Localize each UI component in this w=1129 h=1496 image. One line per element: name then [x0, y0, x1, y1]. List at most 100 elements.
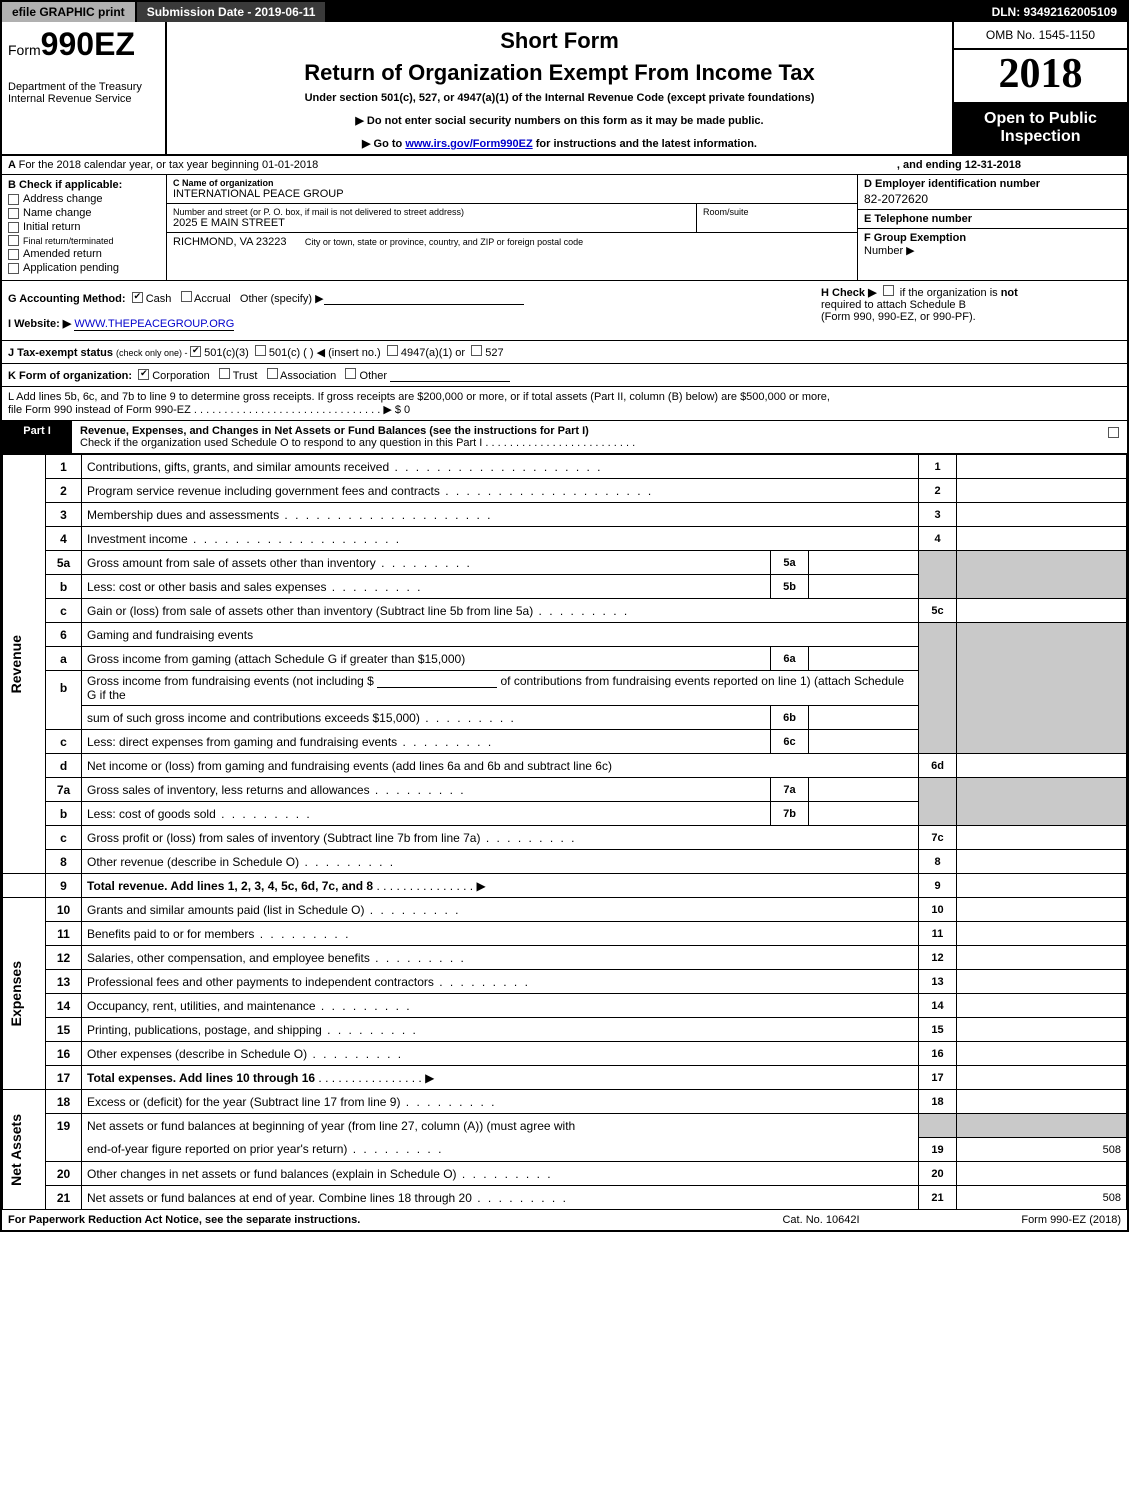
- C-name-box: C Name of organization INTERNATIONAL PEA…: [167, 175, 857, 204]
- J-o3: 4947(a)(1) or: [401, 347, 465, 359]
- l18-rn: 18: [919, 1090, 957, 1114]
- form-number: Form990EZ: [8, 26, 159, 63]
- l6b-mn: 6b: [771, 706, 809, 730]
- l11-rv[interactable]: [957, 922, 1127, 946]
- l1-rv[interactable]: [957, 455, 1127, 479]
- submission-date: Submission Date - 2019-06-11: [137, 2, 328, 22]
- l10-rv[interactable]: [957, 898, 1127, 922]
- J-o2: 501(c) ( ) ◀ (insert no.): [269, 347, 381, 359]
- l5c-rv[interactable]: [957, 599, 1127, 623]
- l1-rn: 1: [919, 455, 957, 479]
- check-initial-return[interactable]: [8, 222, 19, 233]
- omb-number: OMB No. 1545-1150: [954, 22, 1127, 50]
- C-city-value: RICHMOND, VA 23223: [173, 236, 287, 248]
- line-13: 13 Professional fees and other payments …: [3, 970, 1127, 994]
- check-amended-return[interactable]: [8, 249, 19, 260]
- l15-rv[interactable]: [957, 1018, 1127, 1042]
- l6b-amount-line[interactable]: [377, 676, 497, 688]
- l5a-mv[interactable]: [809, 551, 919, 575]
- check-other-org[interactable]: [345, 368, 356, 379]
- check-application-pending[interactable]: [8, 263, 19, 274]
- J-label: J Tax-exempt status: [8, 347, 113, 359]
- check-accrual[interactable]: [181, 291, 192, 302]
- l7b-mv[interactable]: [809, 802, 919, 826]
- part1-tag: Part I: [2, 421, 72, 453]
- line-3: 3 Membership dues and assessments 3: [3, 503, 1127, 527]
- l8-rn: 8: [919, 850, 957, 874]
- check-corp[interactable]: [138, 369, 149, 380]
- l12-rn: 12: [919, 946, 957, 970]
- K-o3: Association: [280, 370, 336, 382]
- check-final-return[interactable]: [8, 235, 19, 246]
- l7a-mn: 7a: [771, 778, 809, 802]
- l8-num: 8: [46, 850, 82, 874]
- l21-rv[interactable]: 508: [957, 1186, 1127, 1210]
- l18-rv[interactable]: [957, 1090, 1127, 1114]
- l13-rv[interactable]: [957, 970, 1127, 994]
- D-value: 82-2072620: [864, 192, 1121, 206]
- l13-num: 13: [46, 970, 82, 994]
- l17-rv[interactable]: [957, 1066, 1127, 1090]
- l9-rv[interactable]: [957, 874, 1127, 898]
- l5ab-rn-shade: [919, 551, 957, 599]
- l4-num: 4: [46, 527, 82, 551]
- l19b-num: [46, 1138, 82, 1162]
- G-other-line[interactable]: [324, 293, 524, 305]
- no-ssn-note: ▶ Do not enter social security numbers o…: [175, 114, 944, 127]
- l14-rv[interactable]: [957, 994, 1127, 1018]
- line-5a: 5a Gross amount from sale of assets othe…: [3, 551, 1127, 575]
- l3-rv[interactable]: [957, 503, 1127, 527]
- l14-desc: Occupancy, rent, utilities, and maintena…: [82, 994, 919, 1018]
- l11-num: 11: [46, 922, 82, 946]
- goto-suffix: for instructions and the latest informat…: [533, 138, 757, 150]
- I-website-link[interactable]: WWW.THEPEACEGROUP.ORG: [74, 318, 234, 331]
- page-footer: For Paperwork Reduction Act Notice, see …: [2, 1210, 1127, 1230]
- l6b-d1: Gross income from fundraising events (no…: [87, 674, 377, 688]
- l5b-mv[interactable]: [809, 575, 919, 599]
- l8-rv[interactable]: [957, 850, 1127, 874]
- part1-checkbox-cell: [1099, 421, 1127, 453]
- K-other-line[interactable]: [390, 370, 510, 382]
- l7a-mv[interactable]: [809, 778, 919, 802]
- l20-rv[interactable]: [957, 1162, 1127, 1186]
- under-section: Under section 501(c), 527, or 4947(a)(1)…: [175, 92, 944, 104]
- check-address-change[interactable]: [8, 194, 19, 205]
- check-H[interactable]: [883, 285, 894, 296]
- check-cash[interactable]: [132, 292, 143, 303]
- check-trust[interactable]: [219, 368, 230, 379]
- part1-check[interactable]: [1108, 427, 1119, 438]
- l6d-rv[interactable]: [957, 754, 1127, 778]
- l12-rv[interactable]: [957, 946, 1127, 970]
- line-15: 15 Printing, publications, postage, and …: [3, 1018, 1127, 1042]
- check-527[interactable]: [471, 345, 482, 356]
- C-addr-label: Number and street (or P. O. box, if mail…: [173, 207, 690, 217]
- L-line2: file Form 990 instead of Form 990-EZ . .…: [8, 403, 1121, 416]
- l7b-num: b: [46, 802, 82, 826]
- part1-table: Revenue 1 Contributions, gifts, grants, …: [2, 454, 1127, 1210]
- l7c-rv[interactable]: [957, 826, 1127, 850]
- l5b-num: b: [46, 575, 82, 599]
- line-21: 21 Net assets or fund balances at end of…: [3, 1186, 1127, 1210]
- check-501c3[interactable]: [190, 346, 201, 357]
- check-4947[interactable]: [387, 345, 398, 356]
- line-11: 11 Benefits paid to or for members 11: [3, 922, 1127, 946]
- l6c-mv[interactable]: [809, 730, 919, 754]
- H-text2: required to attach Schedule B: [821, 299, 966, 311]
- line-20: 20 Other changes in net assets or fund b…: [3, 1162, 1127, 1186]
- G-cash: Cash: [146, 293, 172, 305]
- l6b-mv[interactable]: [809, 706, 919, 730]
- efile-print-button[interactable]: efile GRAPHIC print: [2, 2, 137, 22]
- l4-rv[interactable]: [957, 527, 1127, 551]
- l19b-rv[interactable]: 508: [957, 1138, 1127, 1162]
- goto-link[interactable]: www.irs.gov/Form990EZ: [405, 138, 532, 150]
- l2-rv[interactable]: [957, 479, 1127, 503]
- l10-rn: 10: [919, 898, 957, 922]
- check-name-change[interactable]: [8, 208, 19, 219]
- row-K: K Form of organization: Corporation Trus…: [2, 364, 1127, 387]
- check-501c[interactable]: [255, 345, 266, 356]
- check-assoc[interactable]: [267, 368, 278, 379]
- l7b-desc: Less: cost of goods sold: [82, 802, 771, 826]
- l6a-mv[interactable]: [809, 647, 919, 671]
- side-revenue-text: Revenue: [8, 635, 24, 693]
- l16-rv[interactable]: [957, 1042, 1127, 1066]
